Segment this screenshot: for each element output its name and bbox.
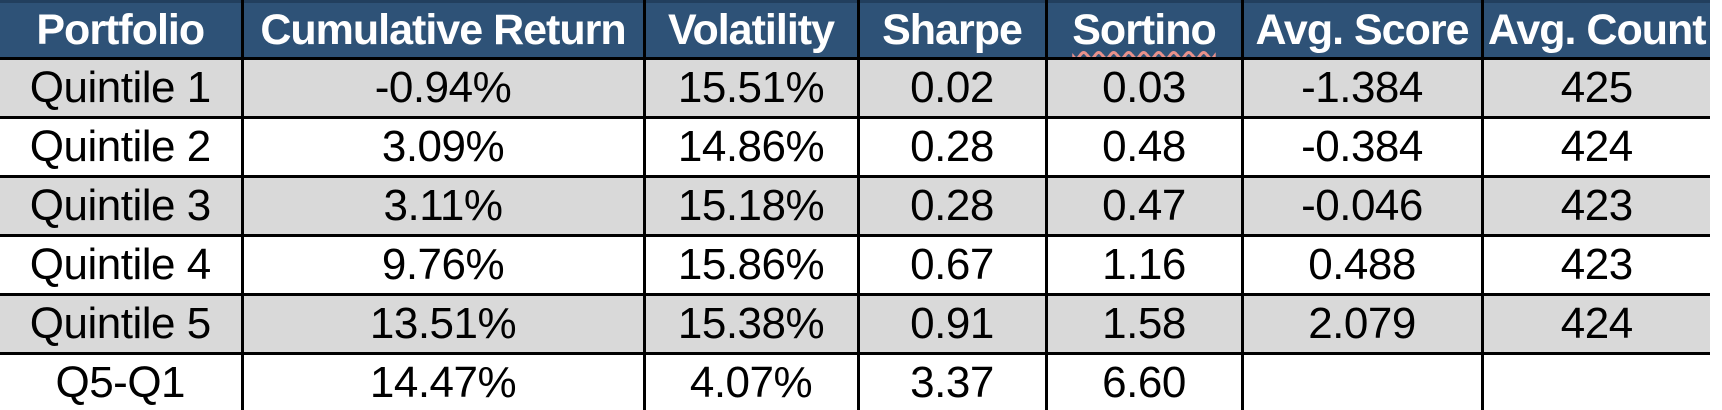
cell-portfolio-label: Quintile 5 <box>0 293 244 355</box>
header-avg-score: Avg. Score <box>1240 0 1484 60</box>
table-header: Portfolio Cumulative Return Volatility S… <box>0 0 1710 60</box>
table-row-q5-minus-q1: Q5-Q1 14.47% 4.07% 3.37 6.60 <box>0 352 1710 410</box>
cell-sharpe: 0.02 <box>856 57 1048 119</box>
cell-sortino: 0.47 <box>1044 175 1244 237</box>
cell-sortino: 0.03 <box>1044 57 1244 119</box>
cell-avg-score: -0.384 <box>1240 116 1484 178</box>
table-row-quintile-2: Quintile 2 3.09% 14.86% 0.28 0.48 -0.384… <box>0 116 1710 178</box>
cell-avg-count <box>1480 352 1710 410</box>
header-volatility: Volatility <box>642 0 860 60</box>
cell-sharpe: 0.28 <box>856 116 1048 178</box>
table-row-quintile-3: Quintile 3 3.11% 15.18% 0.28 0.47 -0.046… <box>0 175 1710 237</box>
cell-avg-count: 425 <box>1480 57 1710 119</box>
cell-cumulative-return: 14.47% <box>240 352 646 410</box>
cell-cumulative-return: 3.09% <box>240 116 646 178</box>
header-sharpe: Sharpe <box>856 0 1048 60</box>
cell-avg-score: -0.046 <box>1240 175 1484 237</box>
header-cumulative-return: Cumulative Return <box>240 0 646 60</box>
header-portfolio: Portfolio <box>0 0 244 60</box>
table-row-quintile-5: Quintile 5 13.51% 15.38% 0.91 1.58 2.079… <box>0 293 1710 355</box>
spellcheck-underlined-text: Sortino <box>1072 6 1216 54</box>
cell-sharpe: 0.67 <box>856 234 1048 296</box>
cell-portfolio-label: Quintile 2 <box>0 116 244 178</box>
cell-avg-count: 424 <box>1480 293 1710 355</box>
cell-sortino: 1.58 <box>1044 293 1244 355</box>
cell-volatility: 15.86% <box>642 234 860 296</box>
cell-cumulative-return: -0.94% <box>240 57 646 119</box>
table-row-quintile-1: Quintile 1 -0.94% 15.51% 0.02 0.03 -1.38… <box>0 57 1710 119</box>
cell-sharpe: 0.28 <box>856 175 1048 237</box>
cell-volatility: 15.18% <box>642 175 860 237</box>
cell-avg-score: 0.488 <box>1240 234 1484 296</box>
cell-volatility: 14.86% <box>642 116 860 178</box>
header-avg-count: Avg. Count <box>1480 0 1710 60</box>
cell-volatility: 4.07% <box>642 352 860 410</box>
cell-portfolio-label: Quintile 3 <box>0 175 244 237</box>
cell-avg-count: 423 <box>1480 234 1710 296</box>
cell-avg-count: 424 <box>1480 116 1710 178</box>
cell-sharpe: 0.91 <box>856 293 1048 355</box>
table-body: Quintile 1 -0.94% 15.51% 0.02 0.03 -1.38… <box>0 57 1710 410</box>
table-row-quintile-4: Quintile 4 9.76% 15.86% 0.67 1.16 0.488 … <box>0 234 1710 296</box>
cell-portfolio-label: Q5-Q1 <box>0 352 244 410</box>
cell-avg-score: -1.384 <box>1240 57 1484 119</box>
cell-avg-count: 423 <box>1480 175 1710 237</box>
cell-cumulative-return: 13.51% <box>240 293 646 355</box>
header-sortino: Sortino <box>1044 0 1244 60</box>
cell-sortino: 1.16 <box>1044 234 1244 296</box>
cell-sortino: 6.60 <box>1044 352 1244 410</box>
header-row: Portfolio Cumulative Return Volatility S… <box>0 0 1710 60</box>
cell-portfolio-label: Quintile 4 <box>0 234 244 296</box>
cell-portfolio-label: Quintile 1 <box>0 57 244 119</box>
cell-sharpe: 3.37 <box>856 352 1048 410</box>
cell-cumulative-return: 9.76% <box>240 234 646 296</box>
cell-cumulative-return: 3.11% <box>240 175 646 237</box>
cell-volatility: 15.51% <box>642 57 860 119</box>
cell-volatility: 15.38% <box>642 293 860 355</box>
cell-sortino: 0.48 <box>1044 116 1244 178</box>
cell-avg-score: 2.079 <box>1240 293 1484 355</box>
cell-avg-score <box>1240 352 1484 410</box>
